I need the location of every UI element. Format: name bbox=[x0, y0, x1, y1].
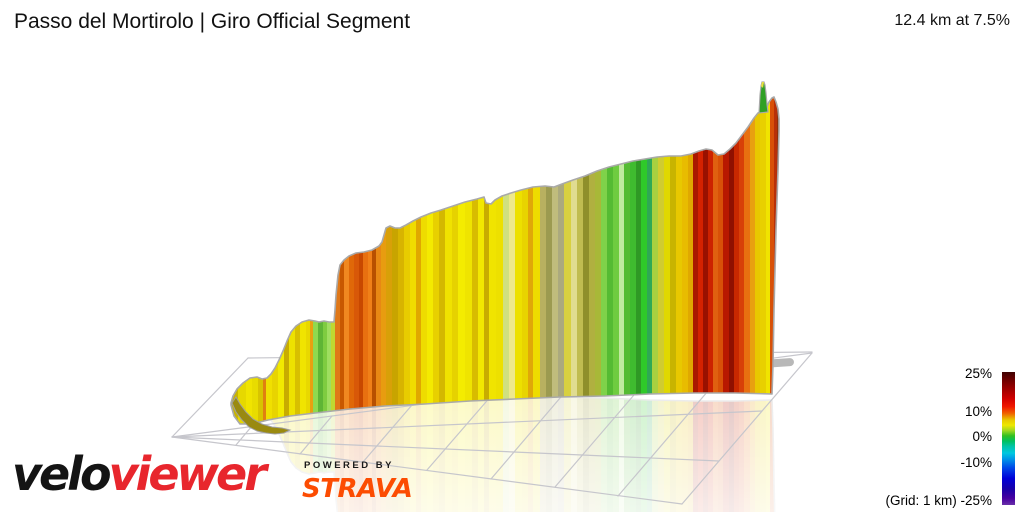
page-title: Passo del Mortirolo | Giro Official Segm… bbox=[14, 10, 411, 33]
strava-logo: STRAVA bbox=[302, 474, 413, 504]
veloviewer-logo-viewer: viewer bbox=[108, 447, 267, 501]
powered-by-label: POWERED BY bbox=[304, 460, 394, 471]
veloviewer-logo: veloviewer bbox=[12, 451, 267, 497]
segment-stats: 12.4 km at 7.5% bbox=[894, 12, 1010, 29]
veloviewer-logo-velo: velo bbox=[12, 447, 112, 501]
